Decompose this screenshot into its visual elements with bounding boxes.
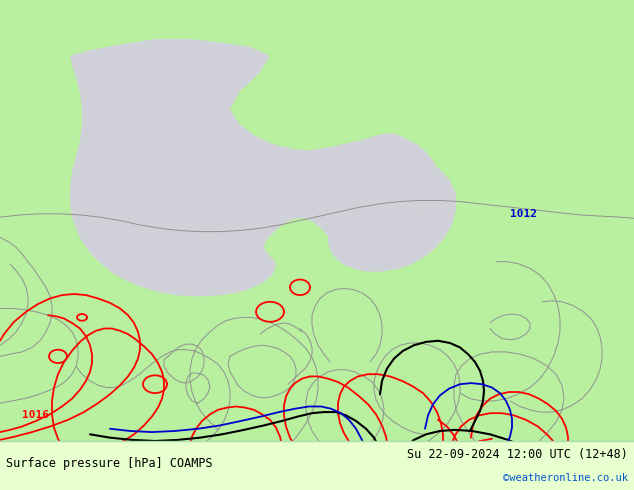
Bar	[0, 441, 634, 490]
Text: Su 22-09-2024 12:00 UTC (12+48): Su 22-09-2024 12:00 UTC (12+48)	[407, 448, 628, 461]
Polygon shape	[328, 162, 456, 272]
Text: Surface pressure [hPa] COAMPS: Surface pressure [hPa] COAMPS	[6, 457, 212, 469]
Text: ©weatheronline.co.uk: ©weatheronline.co.uk	[503, 473, 628, 483]
Text: 1012: 1012	[510, 209, 537, 219]
Text: 1016: 1016	[22, 410, 49, 419]
Polygon shape	[70, 39, 438, 296]
